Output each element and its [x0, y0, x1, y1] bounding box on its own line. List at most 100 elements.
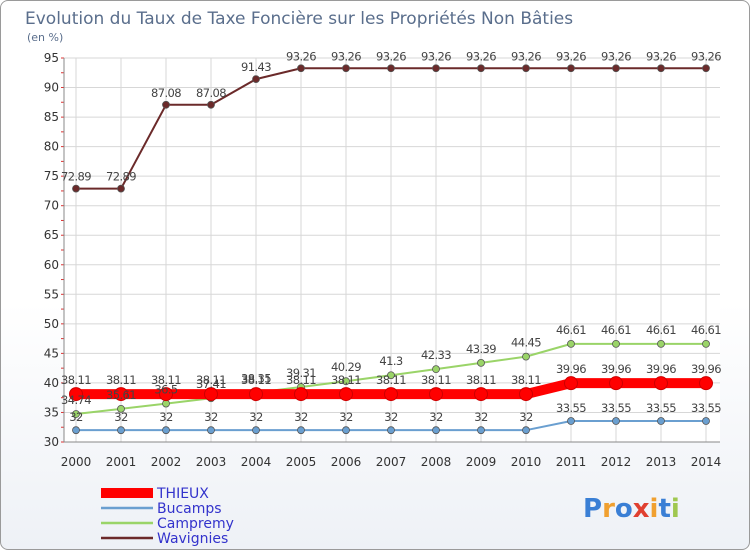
data-label-wavignies: 87.08: [151, 86, 181, 100]
data-point-bucamps: [207, 426, 215, 435]
data-label-campremy: 46.61: [556, 323, 586, 337]
proxiti-logo: Proxiti: [583, 494, 680, 524]
x-tick-label: 2009: [466, 455, 497, 469]
data-point-wavignies: [657, 64, 665, 73]
data-point-wavignies: [387, 64, 395, 73]
data-point-wavignies: [432, 64, 440, 73]
data-label-wavignies: 93.26: [376, 49, 406, 63]
data-point-wavignies: [567, 64, 575, 73]
chart-title: Evolution du Taux de Taxe Foncière sur l…: [25, 9, 573, 29]
data-label-wavignies: 93.26: [421, 49, 451, 63]
data-label-campremy: 42.33: [421, 348, 451, 362]
data-point-campremy: [567, 339, 575, 348]
chart-ylabel: (en %): [27, 31, 63, 44]
data-point-thieux: [249, 387, 263, 402]
data-point-wavignies: [207, 100, 215, 109]
data-label-wavignies: 93.26: [556, 49, 586, 63]
data-point-bucamps: [522, 426, 530, 435]
data-label-thieux: 39.96: [556, 362, 586, 376]
data-point-bucamps: [72, 426, 80, 435]
data-point-thieux: [294, 387, 308, 402]
data-point-wavignies: [702, 64, 710, 73]
data-label-bucamps: 32: [339, 410, 353, 424]
x-tick-label: 2000: [61, 455, 92, 469]
y-tick-label: 55: [44, 287, 59, 301]
data-point-wavignies: [117, 184, 125, 193]
data-label-thieux: 38.11: [196, 373, 226, 387]
data-label-bucamps: 32: [114, 410, 128, 424]
data-point-bucamps: [657, 417, 665, 425]
data-label-wavignies: 93.26: [601, 49, 631, 63]
data-point-campremy: [522, 352, 530, 361]
data-label-bucamps: 32: [384, 410, 398, 424]
data-label-wavignies: 93.26: [286, 49, 316, 63]
x-tick-label: 2014: [691, 455, 722, 469]
data-label-thieux: 38.11: [466, 373, 496, 387]
legend-label-bucamps: Bucamps: [157, 501, 222, 517]
x-tick-label: 2007: [376, 455, 407, 469]
data-point-thieux: [609, 376, 623, 391]
data-label-bucamps: 32: [204, 410, 218, 424]
data-point-wavignies: [297, 64, 305, 73]
x-tick-label: 2012: [601, 455, 632, 469]
logo-letter: i: [650, 494, 659, 524]
data-label-thieux: 39.96: [601, 362, 631, 376]
data-label-thieux: 38.11: [241, 373, 271, 387]
logo-letter: i: [671, 494, 680, 524]
data-point-campremy: [117, 404, 125, 413]
logo-letter: P: [583, 494, 602, 524]
x-tick-label: 2008: [421, 455, 452, 469]
data-point-wavignies: [522, 64, 530, 73]
y-tick-label: 80: [44, 140, 59, 154]
data-point-bucamps: [432, 426, 440, 435]
data-label-thieux: 39.96: [691, 362, 721, 376]
legend-label-campremy: Campremy: [157, 516, 234, 532]
data-label-wavignies: 93.26: [691, 49, 721, 63]
data-label-bucamps: 32: [294, 410, 308, 424]
y-tick-label: 65: [44, 228, 59, 242]
data-label-wavignies: 91.43: [241, 60, 271, 74]
data-label-bucamps: 33.55: [556, 401, 586, 415]
x-tick-label: 2010: [511, 455, 542, 469]
data-point-wavignies: [342, 64, 350, 73]
data-label-bucamps: 32: [519, 410, 533, 424]
logo-text: Proxiti: [583, 494, 680, 524]
data-point-wavignies: [252, 75, 260, 83]
data-point-bucamps: [252, 426, 260, 435]
data-label-thieux: 38.11: [286, 373, 316, 387]
data-label-bucamps: 32: [69, 410, 83, 424]
data-label-campremy: 46.61: [646, 323, 676, 337]
axis-layer: 30 35 40 45 50 55 60 65 70 75 80 85 90 95 2000 2001 2002…: [44, 51, 722, 469]
data-point-campremy: [702, 339, 710, 348]
data-label-bucamps: 32: [249, 410, 263, 424]
data-point-thieux: [204, 387, 218, 402]
data-point-campremy: [657, 339, 665, 348]
y-tick-label: 50: [44, 317, 59, 331]
logo-letter: t: [658, 494, 670, 524]
data-point-bucamps: [612, 417, 620, 425]
x-tick-label: 2004: [241, 455, 272, 469]
data-label-thieux: 39.96: [646, 362, 676, 376]
data-label-campremy: 34.74: [61, 393, 91, 407]
data-point-thieux: [474, 387, 488, 402]
data-label-wavignies: 93.26: [511, 49, 541, 63]
data-label-thieux: 38.11: [151, 373, 181, 387]
data-point-thieux: [564, 376, 578, 391]
data-point-bucamps: [387, 426, 395, 435]
data-point-campremy: [477, 358, 485, 367]
y-tick-label: 75: [44, 169, 59, 183]
data-label-bucamps: 32: [159, 410, 173, 424]
data-point-campremy: [342, 377, 350, 386]
data-label-campremy: 38.35: [241, 372, 271, 386]
y-tick-label: 40: [44, 376, 59, 390]
data-point-campremy: [162, 399, 170, 408]
data-label-thieux: 38.11: [421, 373, 451, 387]
data-label-thieux: 38.11: [106, 373, 136, 387]
y-tick-label: 85: [44, 110, 59, 124]
x-tick-label: 2005: [286, 455, 317, 469]
data-point-wavignies: [612, 64, 620, 73]
data-label-bucamps: 33.55: [646, 401, 676, 415]
data-label-thieux: 38.11: [511, 373, 541, 387]
